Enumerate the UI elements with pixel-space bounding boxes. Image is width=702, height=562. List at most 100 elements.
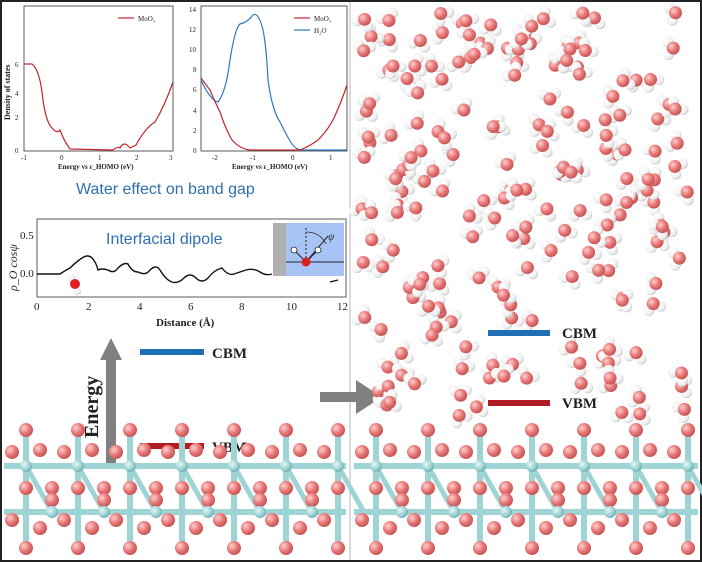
oxygen-atom	[382, 13, 396, 27]
molybdenum-atom	[332, 460, 344, 472]
dos-right-yticks: 0 2 4 6 8 10 12 14	[189, 6, 197, 155]
oxygen-atom	[358, 12, 372, 26]
oxygen-atom	[486, 120, 500, 134]
oxygen-atom	[525, 481, 539, 495]
oxygen-atom	[543, 92, 557, 106]
oxygen-atom	[540, 202, 554, 216]
oxygen-atom	[421, 299, 435, 313]
oxygen-atom	[520, 371, 534, 385]
oxygen-atom	[376, 260, 390, 274]
oxygen-atom	[356, 255, 370, 269]
oxygen-atom	[644, 73, 658, 87]
oxygen-atom	[539, 443, 553, 457]
oxygen-atom	[667, 445, 681, 459]
molybdenum-atom	[20, 460, 32, 472]
oxygen-atom	[85, 521, 99, 535]
oxygen-atom	[457, 103, 471, 117]
oxygen-atom	[409, 201, 423, 215]
cbm-label-right: CBM	[562, 326, 597, 342]
dos-right-panel: 0 2 4 6 8 10 12 14 -2 -1 0 1 Energy vs ε…	[189, 5, 348, 171]
oxygen-atom	[520, 261, 534, 275]
oxygen-atom	[413, 277, 427, 291]
oxygen-atom	[434, 7, 448, 21]
oxygen-atom	[331, 481, 345, 495]
oxygen-atom	[241, 521, 255, 535]
molybdenum-atom	[176, 460, 188, 472]
oxygen-atom	[681, 481, 695, 495]
oxygen-atom	[19, 541, 33, 555]
oxygen-atom	[293, 521, 307, 535]
dos-right-h2o-curve	[200, 13, 347, 151]
oxygen-atom	[149, 493, 163, 507]
oxygen-atom	[497, 288, 511, 302]
oxygen-atom	[615, 405, 629, 419]
vbm-level-right	[488, 400, 550, 406]
oxygen-atom	[487, 521, 501, 535]
oxygen-atom	[85, 443, 99, 457]
oxygen-atom	[519, 220, 533, 234]
oxygen-atom	[459, 14, 473, 28]
oxygen-atom	[33, 521, 47, 535]
oxygen-atom	[425, 328, 439, 342]
oxygen-atom	[572, 67, 586, 81]
oxygen-atom	[648, 144, 662, 158]
oxygen-atom	[407, 513, 421, 527]
oxygen-atom	[539, 521, 553, 535]
oxygen-atom	[305, 481, 319, 495]
oxygen-atom	[618, 143, 632, 157]
oxygen-atom	[452, 408, 466, 422]
cbm-label-left: CBM	[212, 346, 247, 362]
oxygen-atom	[421, 423, 435, 437]
oxygen-atom	[433, 276, 447, 290]
oxygen-atom	[525, 313, 539, 327]
energy-label: Energy	[81, 376, 103, 438]
dos-right-xlabel: Energy vs ε_HOMO (eV)	[232, 163, 308, 171]
oxygen-atom	[613, 108, 627, 122]
oxygen-atom	[643, 521, 657, 535]
oxygen-atom	[565, 340, 579, 354]
oxygen-atom	[357, 150, 371, 164]
tick-label: -1	[250, 154, 256, 162]
inset-angle-label: ψ	[328, 232, 335, 243]
moo3-slab-right	[354, 423, 702, 555]
oxygen-atom	[413, 33, 427, 47]
dos-right-moo3-curve	[200, 77, 348, 151]
oxygen-atom	[361, 130, 375, 144]
oxygen-atom	[447, 481, 461, 495]
tick-label: 2	[86, 301, 92, 313]
oxygen-atom	[382, 33, 396, 47]
oxygen-atom	[109, 513, 123, 527]
oxygen-atom	[603, 493, 617, 507]
oxygen-atom	[603, 342, 617, 356]
oxygen-atom	[227, 423, 241, 437]
oxygen-atom	[606, 89, 620, 103]
oxygen-atom	[598, 113, 612, 127]
oxygen-atom	[394, 346, 408, 360]
oxygen-atom	[455, 362, 469, 376]
oxygen-atom	[641, 172, 655, 186]
oxygen-atom	[620, 171, 634, 185]
tick-label: -1	[21, 154, 27, 162]
tick-label: 12	[189, 26, 197, 34]
tick-label: 4	[137, 301, 143, 313]
oxygen-atom	[381, 360, 395, 374]
oxygen-atom	[227, 481, 241, 495]
oxygen-atom	[400, 71, 414, 85]
oxygen-atom	[540, 124, 554, 138]
oxygen-atom	[19, 423, 33, 437]
oxygen-atom	[389, 172, 403, 186]
oxygen-atom	[560, 105, 574, 119]
oxygen-atom	[573, 203, 587, 217]
oxygen-atom	[395, 481, 409, 495]
oxygen-atom	[459, 340, 473, 354]
oxygen-atom	[646, 297, 660, 311]
oxygen-atom	[137, 521, 151, 535]
oxygen-atom	[437, 131, 451, 145]
oxygen-atom	[97, 493, 111, 507]
oxygen-atom	[407, 445, 421, 459]
oxygen-atom	[599, 193, 613, 207]
oxygen-atom	[435, 521, 449, 535]
oxygen-atom	[497, 369, 511, 383]
tick-label: 1	[329, 154, 333, 162]
oxygen-atom	[500, 157, 514, 171]
